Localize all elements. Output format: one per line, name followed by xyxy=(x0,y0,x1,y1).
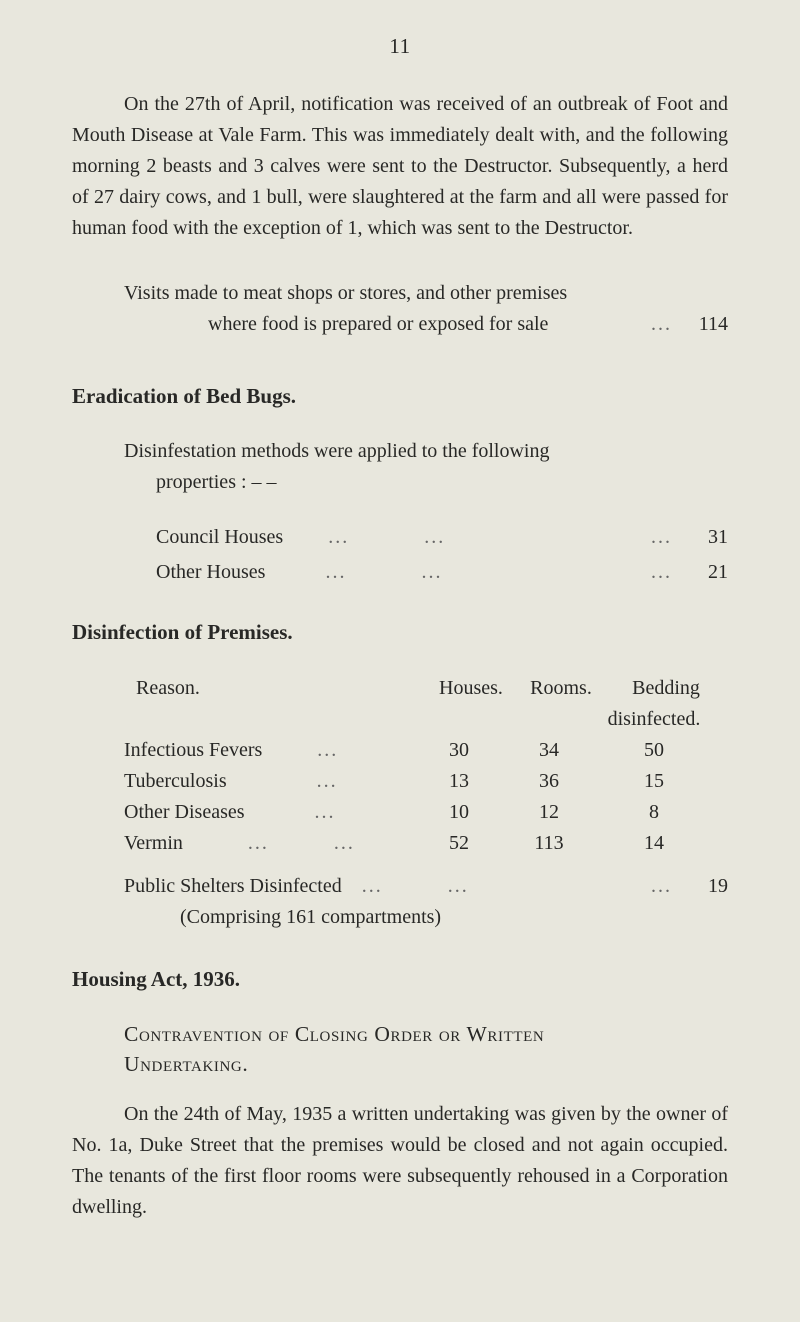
col-header-reason: Reason. xyxy=(124,673,426,704)
ellipsis: ... xyxy=(328,526,349,548)
visits-block: Visits made to meat shops or stores, and… xyxy=(72,278,728,340)
cell-houses: 10 xyxy=(414,797,504,828)
row-label: Vermin ... ... xyxy=(124,828,414,859)
ellipsis: ... xyxy=(651,522,672,553)
heading-disinfection: Disinfection of Premises. xyxy=(72,616,728,649)
stat-label: Council Houses ... ... xyxy=(156,522,651,553)
col-header-houses: Houses. xyxy=(426,673,516,704)
heading-eradication: Eradication of Bed Bugs. xyxy=(72,380,728,413)
heading-housing: Housing Act, 1936. xyxy=(72,963,728,996)
ellipsis: ... xyxy=(325,561,346,583)
col-header-disinfected: disinfected. xyxy=(594,704,714,735)
stat-row-council: Council Houses ... ... ... 31 xyxy=(72,522,728,553)
ellipsis: ... xyxy=(317,770,338,792)
ellipsis: ... xyxy=(424,526,445,548)
stat-row-other: Other Houses ... ... ... 21 xyxy=(72,557,728,588)
ellipsis: ... xyxy=(448,875,469,897)
table-row: Infectious Fevers ... 30 34 50 xyxy=(72,735,728,766)
ellipsis: ... xyxy=(317,739,338,761)
stat-label: Other Houses ... ... xyxy=(156,557,651,588)
shelters-value: 19 xyxy=(672,871,728,902)
cell-rooms: 12 xyxy=(504,797,594,828)
paragraph-housing: On the 24th of May, 1935 a written under… xyxy=(72,1099,728,1223)
cell-rooms: 36 xyxy=(504,766,594,797)
table-row: Vermin ... ... 52 113 14 xyxy=(72,828,728,859)
table-header-row-2: disinfected. xyxy=(72,704,728,735)
label-text: Tuberculosis xyxy=(124,770,227,792)
sub-heading-line-2: Undertaking. xyxy=(124,1049,728,1079)
cell-bedding: 14 xyxy=(594,828,714,859)
shelters-row: Public Shelters Disinfected ... ... ... … xyxy=(72,871,728,902)
label-text: Public Shelters Disinfected xyxy=(124,875,342,897)
cell-houses: 30 xyxy=(414,735,504,766)
cell-bedding: 8 xyxy=(594,797,714,828)
visits-value: 114 xyxy=(672,309,728,340)
eradication-intro-1: Disinfestation methods were applied to t… xyxy=(124,440,549,462)
ellipsis: ... xyxy=(362,875,383,897)
col-header-rooms: Rooms. xyxy=(516,673,606,704)
row-label: Other Diseases ... xyxy=(124,797,414,828)
shelters-label: Public Shelters Disinfected ... ... xyxy=(124,871,651,902)
sub-heading-line-1: Contravention of Closing Order or Writte… xyxy=(124,1019,728,1049)
label-text: Infectious Fevers xyxy=(124,739,262,761)
table-header-row: Reason. Houses. Rooms. Bedding xyxy=(72,673,728,704)
label-text: Vermin xyxy=(124,832,183,854)
ellipsis: ... xyxy=(248,832,269,854)
document-page: 11 On the 27th of April, notification wa… xyxy=(0,0,800,1322)
visits-line-2: where food is prepared or exposed for sa… xyxy=(124,309,651,340)
ellipsis: ... xyxy=(651,309,672,340)
row-label: Infectious Fevers ... xyxy=(124,735,414,766)
cell-bedding: 15 xyxy=(594,766,714,797)
spacer xyxy=(124,704,414,735)
cell-bedding: 50 xyxy=(594,735,714,766)
paragraph-outbreak: On the 27th of April, notification was r… xyxy=(72,89,728,244)
label-text: Other Houses xyxy=(156,561,265,583)
visits-line-2-row: where food is prepared or exposed for sa… xyxy=(72,309,728,340)
ellipsis: ... xyxy=(421,561,442,583)
spacer xyxy=(414,704,504,735)
disinfection-table: Reason. Houses. Rooms. Bedding disinfect… xyxy=(72,673,728,859)
ellipsis: ... xyxy=(651,871,672,902)
col-header-bedding: Bedding xyxy=(606,673,726,704)
row-label: Tuberculosis ... xyxy=(124,766,414,797)
ellipsis: ... xyxy=(315,801,336,823)
table-row: Tuberculosis ... 13 36 15 xyxy=(72,766,728,797)
eradication-intro-block: Disinfestation methods were applied to t… xyxy=(72,436,728,498)
eradication-intro-2: properties : – – xyxy=(124,467,277,498)
page-number: 11 xyxy=(72,30,728,63)
visits-line-1: Visits made to meat shops or stores, and… xyxy=(72,278,728,309)
ellipsis: ... xyxy=(651,557,672,588)
sub-heading-contravention: Contravention of Closing Order or Writte… xyxy=(72,1019,728,1079)
shelters-compartments: (Comprising 161 compartments) xyxy=(72,902,728,933)
cell-houses: 13 xyxy=(414,766,504,797)
label-text: Other Diseases xyxy=(124,801,245,823)
cell-rooms: 34 xyxy=(504,735,594,766)
label-text: Council Houses xyxy=(156,526,283,548)
stat-value: 31 xyxy=(672,522,728,553)
table-row: Other Diseases ... 10 12 8 xyxy=(72,797,728,828)
stat-value: 21 xyxy=(672,557,728,588)
spacer xyxy=(504,704,594,735)
ellipsis: ... xyxy=(334,832,355,854)
cell-houses: 52 xyxy=(414,828,504,859)
cell-rooms: 113 xyxy=(504,828,594,859)
